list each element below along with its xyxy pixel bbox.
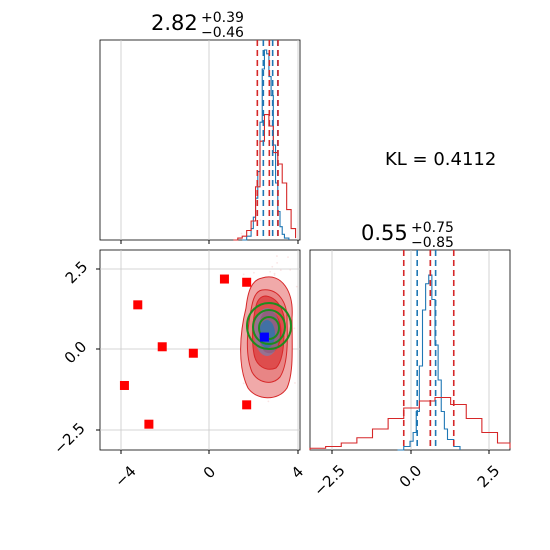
joint-sample-dot (242, 273, 245, 276)
param2-quantile-lines (402, 250, 455, 450)
joint-sample-dot (289, 268, 292, 271)
joint-sample-dot (294, 382, 296, 384)
joint-sample-dot (279, 269, 282, 272)
joint-ytick-label: 0.0 (61, 338, 91, 368)
joint-xtick-label: 4 (288, 463, 307, 482)
param2-hist-series-0 (397, 274, 461, 451)
param1-axes-frame (99, 39, 301, 241)
param2-xtick-label: 0.0 (396, 462, 426, 492)
joint-ytick-label: 2.5 (62, 258, 92, 288)
joint-sample-dot (253, 271, 255, 274)
joint-red-square-marker (242, 400, 252, 410)
joint-sample-dot (293, 327, 296, 330)
green-ellipse-inner (258, 316, 280, 340)
joint-ytick-label: −2.5 (50, 419, 88, 457)
joint-xtick-label: 0 (200, 463, 219, 482)
param1-title-minus: −0.46 (201, 25, 244, 41)
joint-sample-dot (259, 219, 262, 222)
joint-xtick-label: −4 (111, 462, 139, 490)
joint-axis-ticks (96, 268, 299, 454)
param1-histograms (233, 49, 297, 241)
joint-red-square-marker (144, 419, 154, 429)
joint-sample-dot (271, 265, 274, 268)
joint-red-square-marker (133, 300, 143, 310)
joint-points (119, 274, 269, 429)
green-ellipse-outer (246, 302, 292, 350)
joint-sample-dot (273, 272, 276, 275)
joint-green-ellipses (246, 302, 292, 350)
joint-sample-dot (276, 255, 278, 257)
joint-red-square-marker (157, 342, 167, 352)
param1-hist-series-0 (242, 49, 290, 241)
joint-blue-square-marker (259, 332, 269, 342)
param2-histograms (309, 274, 511, 451)
param1-title-value: 2.82 (151, 11, 198, 35)
joint-sample-dot (267, 400, 270, 403)
param2-hist-series-1 (309, 396, 511, 450)
joint-sample-dot (295, 285, 298, 288)
joint-sample-dot (269, 270, 272, 273)
joint-sample-dot (240, 232, 243, 235)
joint-red-square-marker (219, 274, 229, 284)
param2-marginal-panel: −2.5 0.0 2.5 0.55 +0.75 −0.85 (309, 220, 511, 500)
param2-title-value: 0.55 (361, 221, 408, 245)
joint-sample-dot (276, 262, 279, 264)
joint-sample-dot (287, 256, 289, 259)
param2-axes-frame (309, 249, 511, 451)
joint-red-square-marker (242, 277, 252, 287)
param2-title-minus: −0.85 (411, 235, 454, 251)
joint-red-square-marker (119, 380, 129, 390)
green-ellipse-mid (252, 309, 286, 345)
joint-red-square-marker (188, 348, 198, 358)
param1-marginal-panel: 2.82 +0.39 −0.46 (99, 10, 301, 244)
param2-xtick-label: −2.5 (310, 461, 348, 499)
param2-title-plus: +0.75 (411, 220, 454, 236)
kl-annotation: KL = 0.4112 (385, 149, 496, 170)
joint-panel: −4 0 4 2.5 0.0 −2.5 (50, 219, 316, 491)
joint-sample-dot (273, 274, 276, 277)
param2-xtick-label: 2.5 (474, 462, 504, 492)
joint-sample-dot (242, 382, 245, 385)
param1-quantile-lines (256, 40, 279, 240)
param1-title-plus: +0.39 (201, 10, 244, 26)
param1-hist-series-1 (233, 114, 297, 241)
